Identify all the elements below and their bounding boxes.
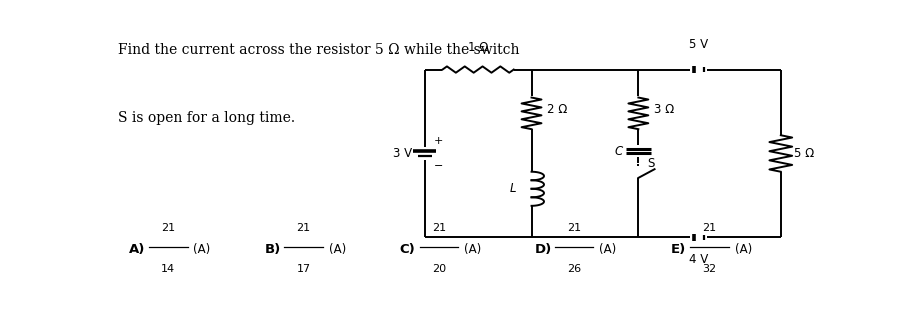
Text: 21: 21 — [297, 223, 311, 233]
Text: (A): (A) — [329, 243, 346, 256]
Text: 21: 21 — [161, 223, 176, 233]
Text: 21: 21 — [567, 223, 582, 233]
Text: −: − — [435, 161, 444, 171]
Text: 21: 21 — [432, 223, 446, 233]
Text: (A): (A) — [734, 243, 752, 256]
Text: 17: 17 — [297, 264, 311, 274]
Text: (A): (A) — [599, 243, 617, 256]
Text: 32: 32 — [702, 264, 717, 274]
Text: E): E) — [671, 243, 686, 256]
Text: 3 Ω: 3 Ω — [654, 103, 675, 116]
Text: S is open for a long time.: S is open for a long time. — [119, 111, 296, 125]
Text: 5 Ω: 5 Ω — [794, 147, 814, 160]
Text: 3 V: 3 V — [392, 147, 412, 160]
Text: 2 Ω: 2 Ω — [547, 103, 568, 116]
Text: D): D) — [535, 243, 552, 256]
Text: A): A) — [129, 243, 145, 256]
Text: C): C) — [400, 243, 415, 256]
Text: (A): (A) — [193, 243, 210, 256]
Text: 5 V: 5 V — [689, 38, 709, 51]
Text: C: C — [615, 144, 623, 158]
Text: L: L — [509, 182, 516, 195]
Text: (A): (A) — [464, 243, 482, 256]
Text: 14: 14 — [161, 264, 176, 274]
Text: 20: 20 — [432, 264, 446, 274]
Text: S: S — [647, 157, 654, 170]
Text: Find the current across the resistor 5 Ω while the switch: Find the current across the resistor 5 Ω… — [119, 43, 520, 57]
Text: 21: 21 — [702, 223, 717, 233]
Text: +: + — [435, 136, 444, 146]
Text: 1 Ω: 1 Ω — [468, 41, 488, 54]
Text: 26: 26 — [567, 264, 582, 274]
Text: B): B) — [265, 243, 280, 256]
Text: 4 V: 4 V — [689, 253, 709, 266]
